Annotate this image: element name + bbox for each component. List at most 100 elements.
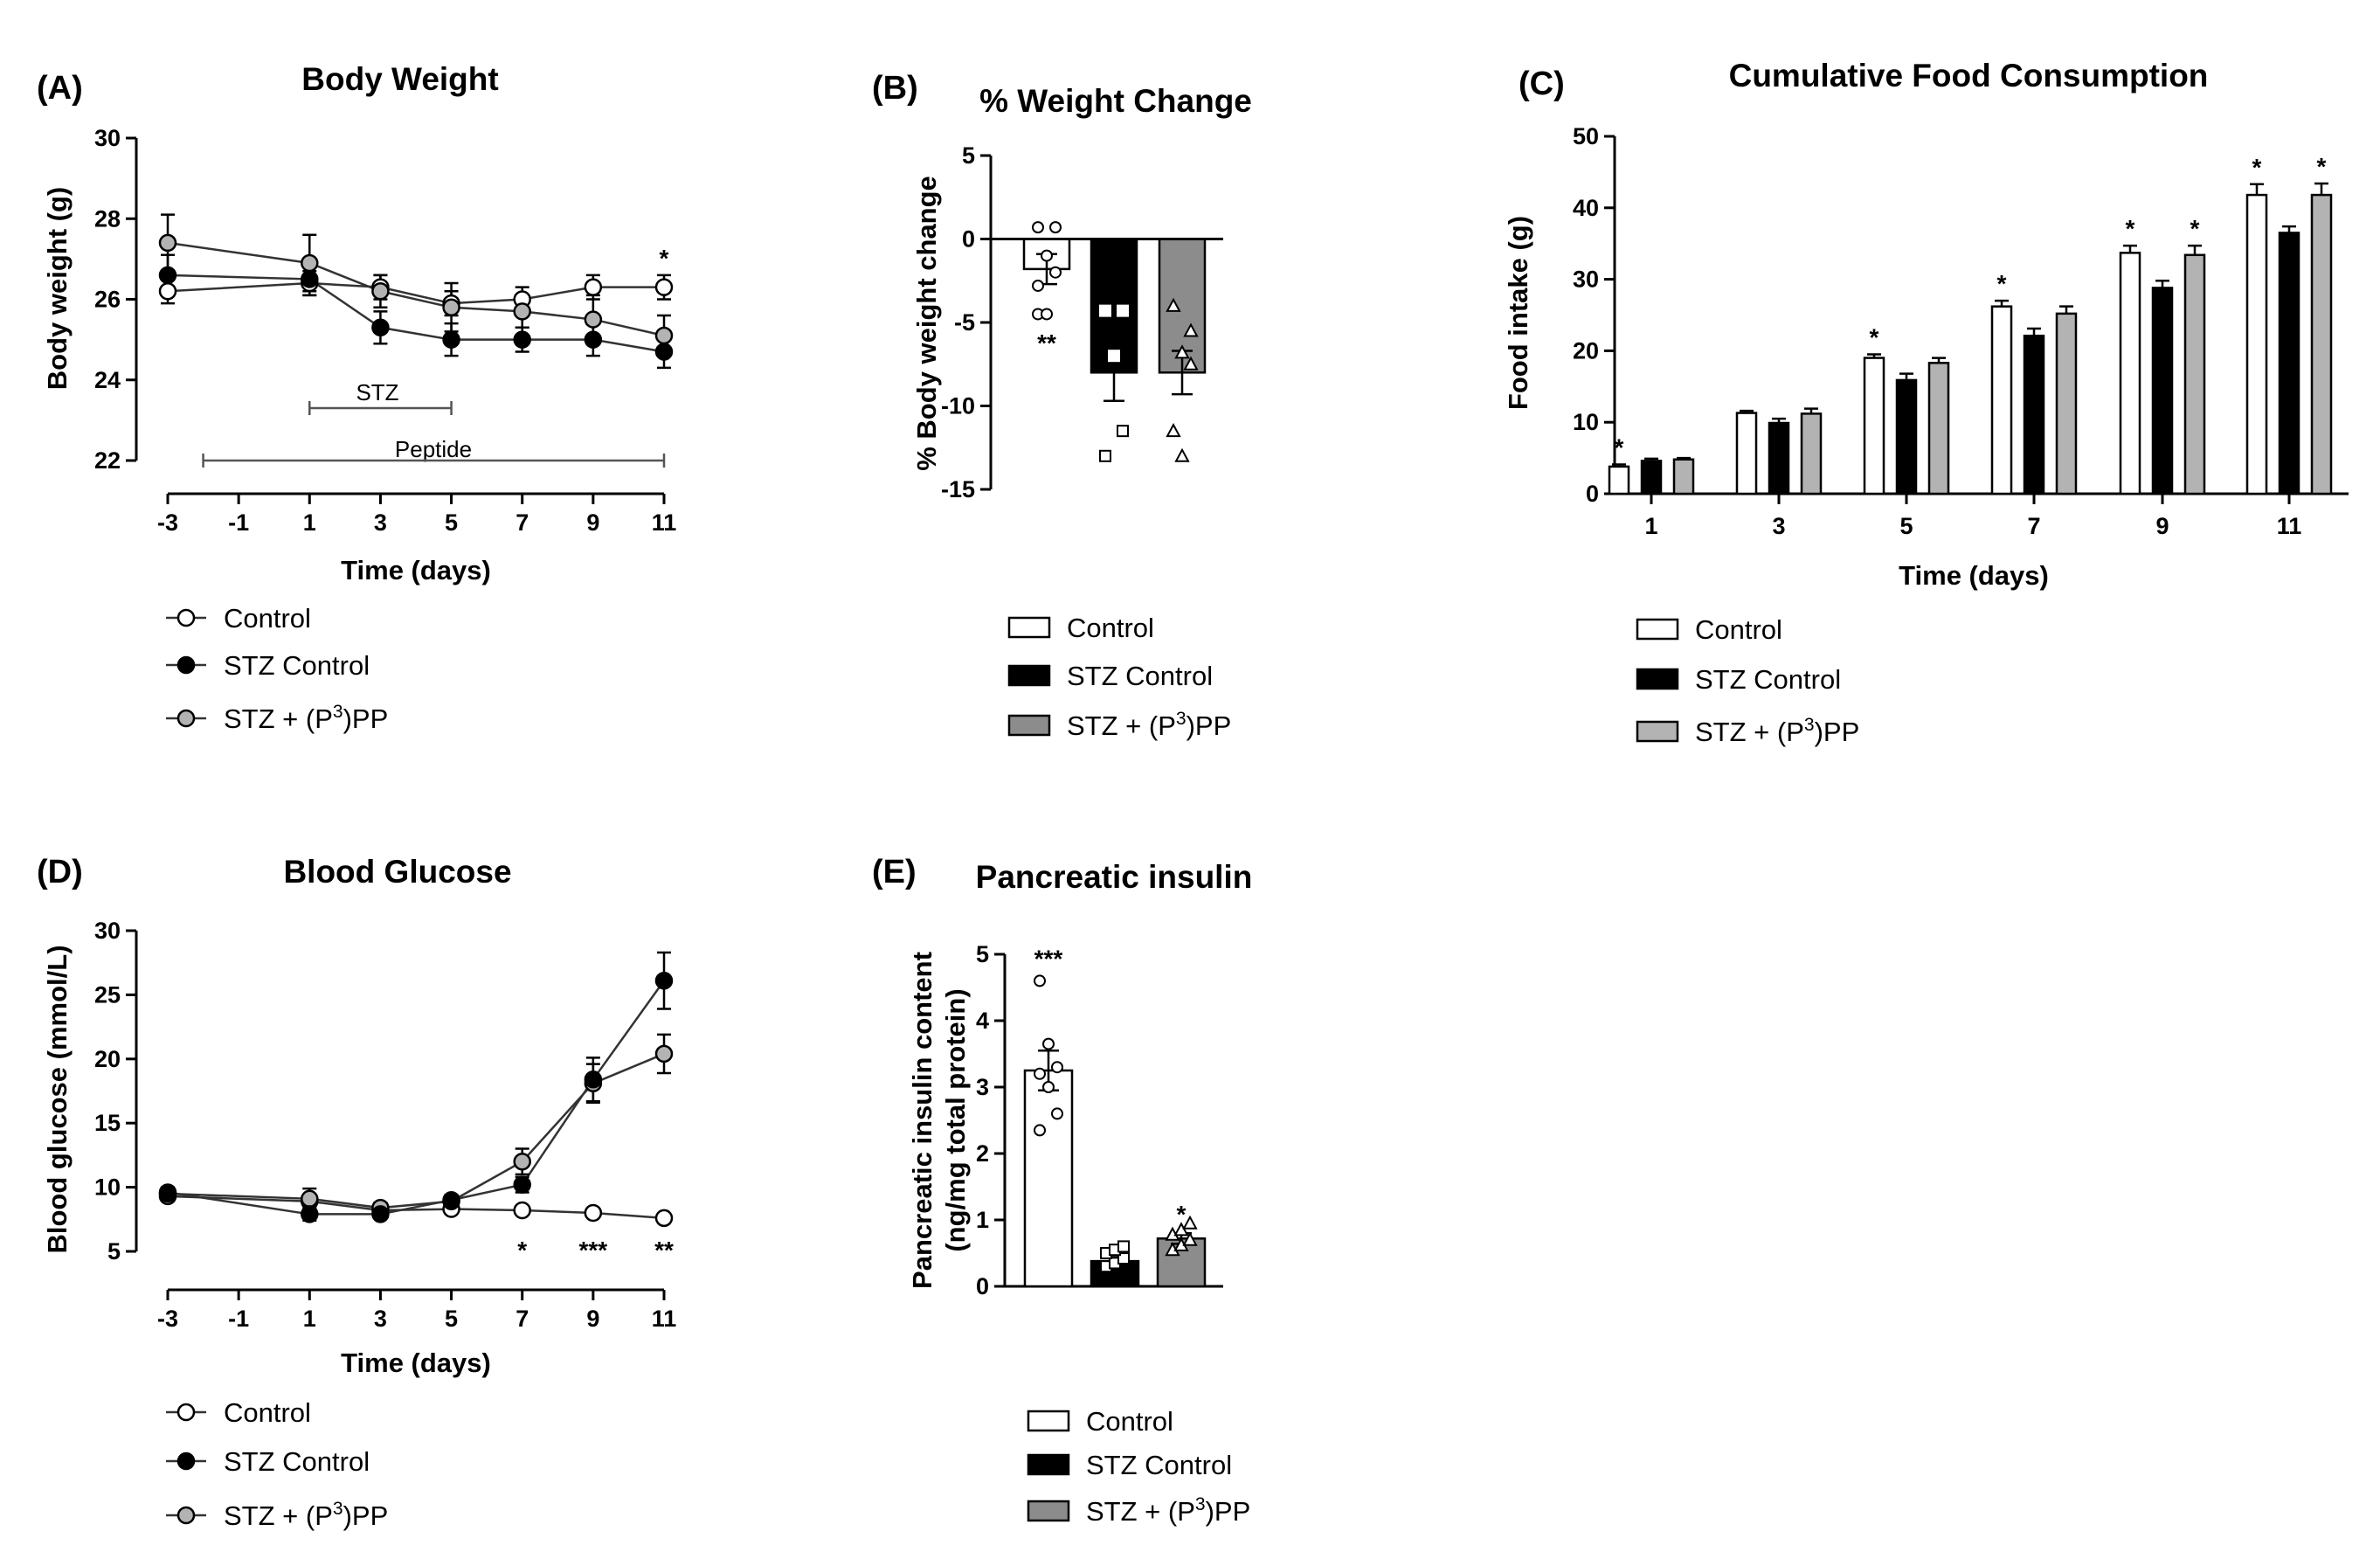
panel-label-a: (A) (37, 70, 83, 107)
legend-swatch (1027, 1500, 1070, 1522)
y-tick-label-d: 15 (94, 1110, 121, 1136)
legend-label-pp-suffix: )PP (1815, 717, 1860, 747)
data-point-d (513, 1201, 531, 1220)
significance-marker-c: * (1615, 433, 1624, 461)
legend-label-pp-prefix: STZ + (P (1695, 717, 1804, 747)
x-tick-label-c: 11 (2277, 513, 2302, 539)
chart-title-a: Body Weight (301, 61, 498, 97)
data-point-b (1166, 297, 1181, 312)
legend-swatch (1636, 720, 1679, 743)
error-bar-c (2027, 327, 2041, 336)
error-bar-c (1804, 407, 1818, 414)
y-tick-label-d: 5 (107, 1238, 121, 1264)
data-point-e (1173, 1222, 1189, 1237)
x-tick-label-d: 3 (374, 1306, 387, 1332)
data-point-e (1051, 1061, 1063, 1074)
data-point-d (513, 1152, 531, 1171)
x-tick-label-a: 3 (374, 509, 387, 536)
bar-c (1895, 378, 1918, 495)
data-point-a (584, 278, 603, 296)
error-bar-c (2282, 225, 2296, 233)
error-bar-c (2123, 244, 2137, 253)
y-tick-label-e: 2 (976, 1140, 989, 1167)
legend-swatch (1007, 616, 1051, 639)
legend-label-pp-prefix: STZ + (P (224, 1500, 333, 1531)
legend-e: Control STZ Control STZ + (P3)PP (1027, 1406, 1251, 1527)
data-point-d (442, 1191, 460, 1209)
legend-marker (176, 1506, 196, 1525)
bar-c (1672, 458, 1695, 495)
data-point-d (654, 1044, 674, 1063)
data-point-a (584, 330, 603, 349)
legend-marker (176, 709, 196, 728)
data-point-e (1034, 974, 1046, 987)
y-axis-label-c: Food intake (g) (1503, 216, 1533, 410)
y-tick-label-a: 26 (94, 287, 121, 313)
legend-marker (176, 1403, 196, 1422)
legend-label-pp-suffix: )PP (343, 703, 389, 734)
legend-d: Control STZ Control STZ + (P3)PP (166, 1397, 388, 1531)
legend-marker (176, 608, 196, 627)
significance-marker-c: * (2317, 153, 2327, 180)
bar-c (1608, 465, 1630, 495)
legend-label-pp-prefix: STZ + (P (1067, 710, 1176, 741)
bar-e-1 (1090, 1259, 1140, 1288)
data-point-b (1117, 425, 1129, 438)
legend-label: Control (1695, 614, 1782, 645)
legend-label-pp-suffix: )PP (1206, 1496, 1251, 1527)
bar-c (2245, 193, 2268, 495)
error-bar-c (2155, 279, 2169, 288)
data-point-a (371, 282, 390, 301)
error-bar-c (2188, 244, 2202, 255)
bar-c (2119, 252, 2141, 495)
data-point-a (654, 343, 674, 361)
data-point-b (1174, 447, 1190, 462)
data-point-d (654, 1209, 674, 1228)
y-tick-label-b: -10 (941, 393, 975, 419)
legend-swatch (1027, 1453, 1070, 1476)
x-tick-label-d: 9 (586, 1306, 599, 1332)
data-point-e (1182, 1231, 1198, 1246)
y-tick-label-d: 10 (94, 1174, 121, 1201)
legend-label: Control (224, 603, 311, 634)
data-point-b (1099, 304, 1111, 317)
bar-c (2055, 312, 2078, 495)
data-point-b (1041, 308, 1053, 321)
error-bar-c (2250, 183, 2264, 196)
bar-c (2183, 253, 2206, 495)
y-axis-label-a: Body weight (g) (42, 187, 73, 390)
y-tick-label-e: 1 (976, 1207, 989, 1233)
y-axis-label-e-line2: (ng/mg total protein) (940, 988, 971, 1251)
bar-c (2151, 287, 2174, 495)
x-tick-label-c: 5 (1899, 513, 1913, 539)
x-tick-label-a: 1 (303, 509, 316, 536)
x-tick-label-a: -3 (157, 509, 178, 536)
x-axis-label-d: Time (days) (341, 1348, 491, 1378)
x-tick-label-a: 7 (515, 509, 529, 536)
error-bar-c (1899, 372, 1913, 380)
bar-c (1768, 421, 1790, 495)
legend-label-pp: STZ + (P3)PP (1695, 715, 1859, 747)
data-point-d (371, 1205, 390, 1223)
legend-label-pp-sup: 3 (333, 702, 343, 722)
data-point-d (301, 1189, 319, 1209)
legend-label: STZ Control (1695, 664, 1841, 695)
chart-title-b: % Weight Change (979, 83, 1252, 119)
y-tick-label-c: 30 (1573, 267, 1599, 293)
chart-title-d: Blood Glucose (283, 854, 511, 890)
panel-label-e: (E) (872, 854, 917, 890)
legend-label: Control (1086, 1406, 1173, 1437)
data-point-d (654, 972, 674, 990)
legend-label-pp-sup: 3 (333, 1499, 343, 1519)
data-point-e (1034, 1067, 1046, 1080)
plot-c: 0 10 20 30 40 50 1 3 5 7 9 11 * * * * * * * (1573, 123, 2349, 539)
legend-swatch (1636, 668, 1679, 690)
data-point-b (1049, 221, 1062, 234)
significance-marker-c: * (2126, 215, 2135, 242)
legend-c: Control STZ Control STZ + (P3)PP (1636, 614, 1859, 747)
significance-marker-d: *** (579, 1237, 608, 1264)
x-tick-label-c: 1 (1644, 513, 1657, 539)
legend-label: Control (1067, 613, 1154, 643)
y-tick-label-d: 30 (94, 918, 121, 944)
data-point-d (158, 1183, 177, 1202)
